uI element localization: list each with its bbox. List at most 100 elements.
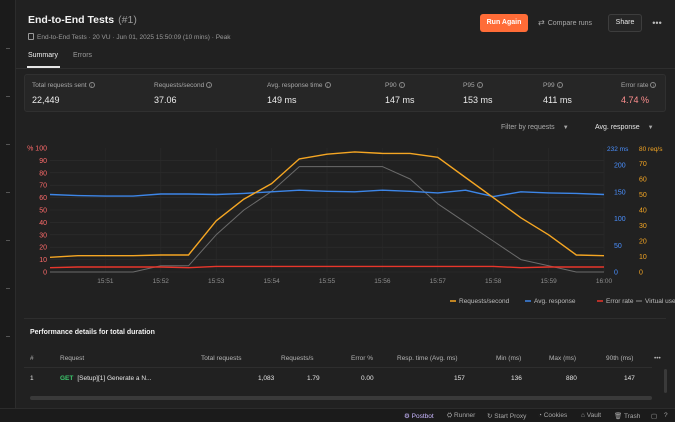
trash-button[interactable]: 🗑 Trash <box>614 412 640 420</box>
stat-value: 22,449 <box>32 95 60 105</box>
info-icon[interactable]: i <box>650 82 657 88</box>
x-axis-tick-label: 15:59 <box>540 278 557 285</box>
status-label: Trash <box>623 413 641 420</box>
run-again-button[interactable]: Run Again <box>480 14 528 32</box>
throughput-axis-tick-label: 20 <box>639 239 647 246</box>
stat-label: P99 <box>543 82 555 89</box>
metric-dropdown[interactable]: Avg. response ▼ <box>595 124 654 131</box>
perf-title: Performance details for total duration <box>30 329 155 336</box>
status-label: Runner <box>454 412 476 419</box>
left-axis-tick-label: 90 <box>39 158 47 165</box>
performance-details-table: Performance details for total duration #… <box>24 318 667 408</box>
series-line-error-rate <box>49 265 604 269</box>
left-axis-tick-label: 80 <box>39 170 47 177</box>
stat-error-rate: Error rate i 4.74 % <box>621 82 657 105</box>
summary-stats-card: Total requests sent i 22,449 Requests/sec… <box>24 74 666 112</box>
row-avg-response: 157 <box>454 375 465 382</box>
table-more-options-icon[interactable]: ••• <box>654 355 661 362</box>
rail-marker <box>6 48 10 49</box>
throughput-axis-tick-label: 40 <box>639 208 647 215</box>
left-axis-tick-label: 30 <box>39 232 47 239</box>
response-axis-tick-label: 100 <box>614 216 626 223</box>
info-icon[interactable]: i <box>324 82 331 88</box>
tab-divider <box>16 68 675 69</box>
response-axis-tick-label: 50 <box>614 243 622 250</box>
x-axis-tick-label: 15:51 <box>97 278 114 285</box>
info-icon[interactable]: i <box>206 82 213 88</box>
vertical-scrollbar[interactable] <box>664 369 667 393</box>
chevron-down-icon: ▼ <box>562 125 569 131</box>
rail-marker <box>6 96 10 97</box>
left-axis-tick-label: 40 <box>39 220 47 227</box>
col-header-total-requests[interactable]: Total requests <box>201 355 242 362</box>
active-tab-indicator <box>27 66 60 68</box>
share-button[interactable]: Share <box>608 14 642 32</box>
metric-label: Avg. response <box>595 124 640 131</box>
proxy-icon: ↻ <box>487 413 495 420</box>
throughput-axis-tick-label: 50 <box>639 192 647 199</box>
info-icon[interactable]: i <box>88 82 95 88</box>
stat-value: 149 ms <box>267 95 297 105</box>
left-axis-tick-label: 70 <box>39 183 47 190</box>
rail-marker <box>6 288 10 289</box>
stat-value: 411 ms <box>543 95 572 105</box>
col-header-response-time[interactable]: Resp. time (Avg. ms) <box>397 355 458 362</box>
status-label: Start Proxy <box>494 413 527 420</box>
filter-by-requests-dropdown[interactable]: Filter by requests ▼ <box>501 124 569 131</box>
response-axis-tick-label: 0 <box>614 270 618 277</box>
throughput-axis-tick-label: 60 <box>639 177 647 184</box>
stat-label: Total requests sent <box>32 82 87 89</box>
col-header-min[interactable]: Min (ms) <box>496 355 522 362</box>
row-p90: 147 <box>624 375 635 382</box>
cookies-icon: ◔ <box>538 412 544 419</box>
compare-runs-button[interactable]: ⇄ Compare runs <box>538 14 592 32</box>
vault-icon: ⌂ <box>581 412 587 419</box>
postbot-button[interactable]: ⚙ Postbot <box>404 412 434 420</box>
status-bar: ⚙ Postbot ⛭ Runner ↻ Start Proxy ◔ Cooki… <box>0 408 675 422</box>
stat-value: 147 ms <box>385 95 415 105</box>
horizontal-scrollbar[interactable] <box>30 396 652 400</box>
start-proxy-button[interactable]: ↻ Start Proxy <box>487 412 526 420</box>
stat-p90: P90 i 147 ms <box>385 82 415 105</box>
info-icon[interactable]: i <box>398 82 405 88</box>
col-header-requests-per-second[interactable]: Requests/s <box>281 355 314 362</box>
col-header-max[interactable]: Max (ms) <box>549 355 577 362</box>
table-row-request[interactable]: GET [Setup][1] Generate a N... <box>60 375 151 382</box>
stat-p95: P95 i 153 ms <box>463 82 493 105</box>
stat-value: 153 ms <box>463 95 493 105</box>
stat-p99: P99 i 411 ms <box>543 82 572 105</box>
info-icon[interactable]: i <box>556 82 563 88</box>
http-method-badge: GET <box>60 375 74 382</box>
rail-marker <box>6 144 10 145</box>
runner-button[interactable]: ⛭ Runner <box>447 412 475 420</box>
col-header-error-percent[interactable]: Error % <box>351 355 374 362</box>
filter-by-label: Filter by requests <box>501 124 555 131</box>
tab-errors[interactable]: Errors <box>73 52 93 59</box>
more-options-icon[interactable]: ••• <box>652 18 662 28</box>
stat-label: P95 <box>463 82 475 89</box>
compare-icon: ⇄ <box>538 18 545 27</box>
tab-summary[interactable]: Summary <box>28 52 58 59</box>
help-icon[interactable]: ? <box>664 412 668 419</box>
series-line-virtual-users <box>50 166 604 273</box>
col-header-p90[interactable]: 90th (ms) <box>606 355 634 362</box>
row-error-percent: 0.00 <box>361 375 374 382</box>
chevron-down-icon: ▼ <box>647 125 654 131</box>
throughput-axis-tick-label: 10 <box>639 254 647 261</box>
stat-value: 4.74 % <box>621 95 650 105</box>
stat-total-requests: Total requests sent i 22,449 <box>32 82 95 105</box>
throughput-axis-tick-label: 70 <box>639 161 647 168</box>
status-label: Vault <box>586 412 602 419</box>
row-min: 136 <box>511 375 522 382</box>
x-axis-tick-label: 15:58 <box>485 278 502 285</box>
layout-icon[interactable]: ▢ <box>651 413 658 420</box>
col-header-request[interactable]: Request <box>60 355 85 362</box>
cookies-button[interactable]: ◔ Cookies <box>538 412 567 419</box>
run-number: (#1) <box>118 14 137 26</box>
info-icon[interactable]: i <box>476 82 483 88</box>
vault-button[interactable]: ⌂ Vault <box>581 412 601 419</box>
runner-icon: ⛭ <box>447 412 455 419</box>
postbot-icon: ⚙ <box>404 413 412 420</box>
response-axis-title: 232 ms <box>607 146 629 153</box>
